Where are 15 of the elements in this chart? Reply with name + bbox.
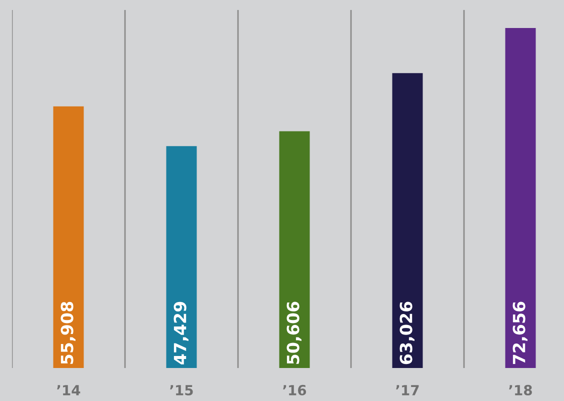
data-label: 50,606 xyxy=(286,302,302,364)
data-label: 63,026 xyxy=(400,302,414,364)
bar xyxy=(166,146,197,368)
x-tick-label: ’18 xyxy=(509,384,532,396)
data-label: 72,656 xyxy=(512,302,528,364)
data-label: 55,908 xyxy=(60,302,76,364)
bar xyxy=(53,106,84,368)
data-label: 47,429 xyxy=(174,302,188,364)
x-tick-label: ’17 xyxy=(396,385,419,396)
x-tick-label: ’14 xyxy=(57,385,80,396)
x-tick-label: ’16 xyxy=(283,384,306,396)
bar xyxy=(505,28,536,368)
bar xyxy=(279,131,310,368)
x-tick-label: ’15 xyxy=(170,385,193,396)
bar xyxy=(392,73,423,368)
